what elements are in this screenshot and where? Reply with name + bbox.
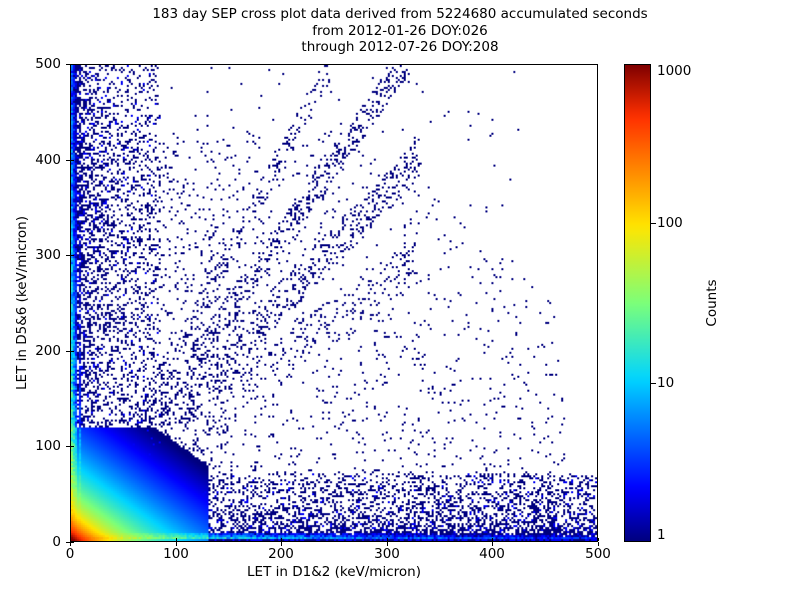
- x-tick-label: 400: [479, 546, 505, 562]
- x-tick-label: 0: [65, 546, 75, 562]
- y-tick-mark: [66, 64, 70, 65]
- x-axis-label: LET in D1&2 (keV/micron): [247, 564, 421, 580]
- x-tick-mark: [70, 542, 71, 546]
- y-tick-label: 200: [35, 343, 61, 359]
- y-tick-mark: [66, 542, 70, 543]
- colorbar-label: Counts: [704, 279, 720, 327]
- x-tick-mark: [281, 542, 282, 546]
- x-tick-label: 200: [268, 546, 294, 562]
- y-tick-label: 400: [35, 152, 61, 168]
- x-tick-mark: [387, 542, 388, 546]
- x-tick-mark-inner: [70, 538, 71, 541]
- y-tick-label: 0: [52, 534, 61, 550]
- colorbar-tick-mark: [651, 223, 656, 224]
- x-tick-mark-inner: [176, 538, 177, 541]
- y-tick-mark: [66, 160, 70, 161]
- y-tick-mark: [66, 446, 70, 447]
- x-tick-label: 300: [374, 546, 400, 562]
- x-tick-mark-inner: [598, 538, 599, 541]
- y-tick-mark-inner: [71, 64, 74, 65]
- x-tick-mark-inner: [492, 538, 493, 541]
- y-tick-mark-inner: [71, 160, 74, 161]
- colorbar-tick-label: 10: [657, 375, 675, 391]
- x-tick-label: 500: [585, 546, 611, 562]
- y-tick-label: 500: [35, 56, 61, 72]
- y-tick-label: 100: [35, 438, 61, 454]
- y-tick-mark-inner: [71, 255, 74, 256]
- y-tick-mark-inner: [71, 542, 74, 543]
- colorbar: [624, 64, 651, 542]
- x-tick-mark: [176, 542, 177, 546]
- y-axis-label: LET in D5&6 (keV/micron): [14, 216, 30, 390]
- x-tick-label: 100: [163, 546, 189, 562]
- y-tick-mark-inner: [71, 351, 74, 352]
- colorbar-tick-label: 1000: [657, 63, 692, 79]
- chart-title-line-3: through 2012-07-26 DOY:208: [301, 39, 499, 55]
- heatmap-canvas: [71, 65, 597, 541]
- y-tick-mark: [66, 351, 70, 352]
- x-tick-mark-inner: [387, 538, 388, 541]
- colorbar-tick-label: 1: [657, 527, 666, 543]
- plot-area: [70, 64, 598, 542]
- chart-title-line-2: from 2012-01-26 DOY:026: [312, 22, 488, 39]
- x-tick-mark: [492, 542, 493, 546]
- x-tick-mark: [598, 542, 599, 546]
- chart-title-line-1: 183 day SEP cross plot data derived from…: [152, 6, 648, 22]
- colorbar-tick-label: 100: [657, 215, 683, 231]
- y-tick-mark-inner: [71, 446, 74, 447]
- chart-title: 183 day SEP cross plot data derived from…: [0, 6, 800, 56]
- y-tick-label: 300: [35, 247, 61, 263]
- colorbar-tick-mark: [651, 383, 656, 384]
- colorbar-gradient: [625, 65, 650, 541]
- y-tick-mark: [66, 255, 70, 256]
- x-tick-mark-inner: [281, 538, 282, 541]
